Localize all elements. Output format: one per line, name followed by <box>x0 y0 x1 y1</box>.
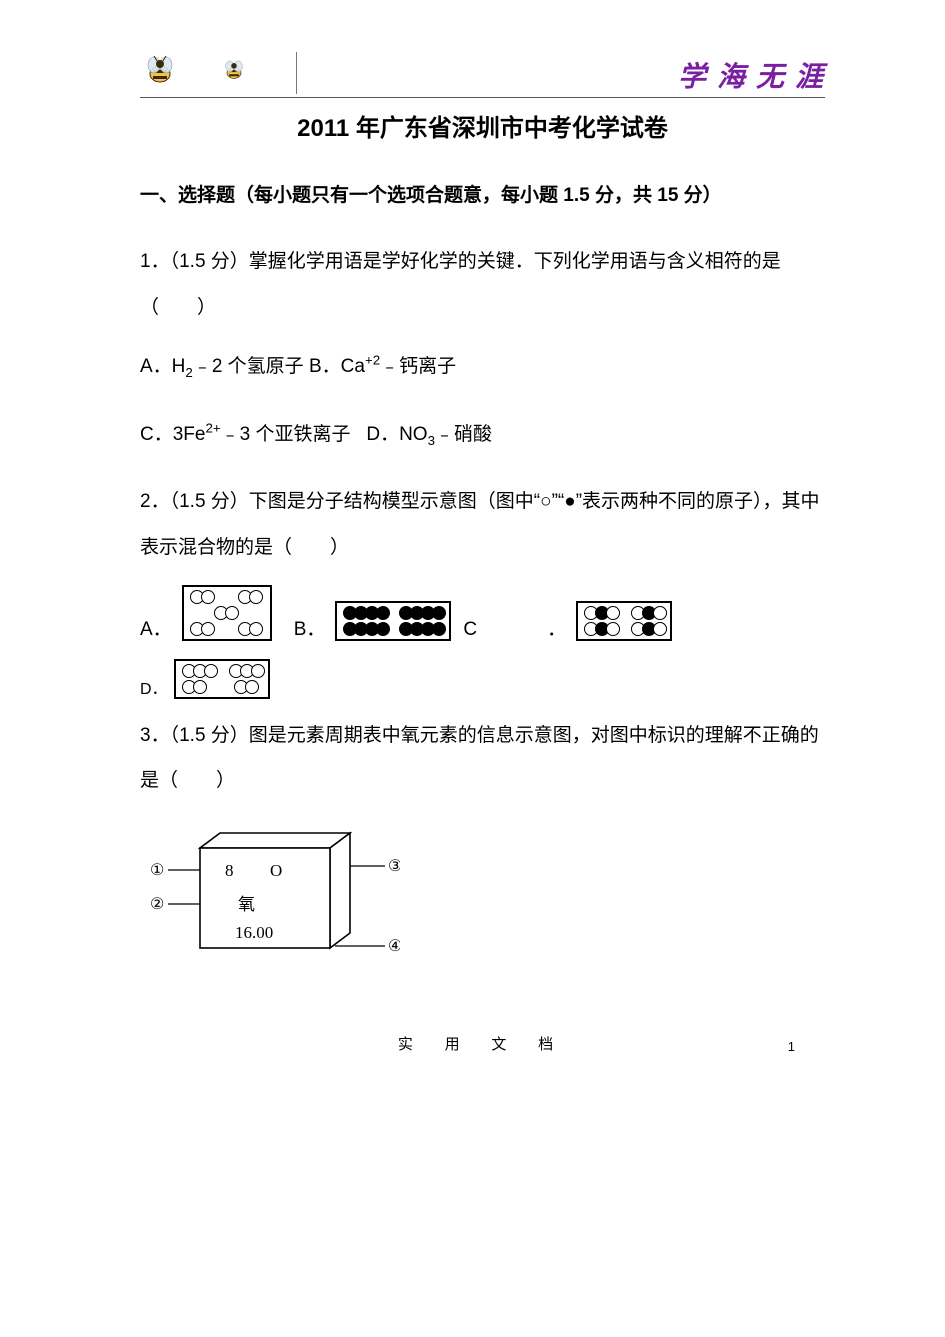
q1-options-line-1: A．H2﹣2 个氢原子 B．Ca+2﹣钙离子 <box>140 344 825 390</box>
callout-3: ③ <box>388 858 400 875</box>
brand-text: 学 海 无 涯 <box>678 55 825 95</box>
page-header: 学 海 无 涯 <box>140 50 825 98</box>
q2-options-row-2: D． <box>140 659 825 699</box>
header-separator <box>296 52 297 94</box>
exam-title: 2011 年广东省深圳市中考化学试卷 <box>140 108 825 143</box>
q2-option-a-diagram <box>182 585 272 641</box>
question-1: 1．（1.5 分）掌握化学用语是学好化学的关键．下列化学用语与含义相符的是（ ） <box>140 239 825 330</box>
q1-options-line-2: C．3Fe2+﹣3 个亚铁离子 D．NO3﹣硝酸 <box>140 412 825 458</box>
q2-option-d-label: D． <box>140 675 168 699</box>
q2-option-b-label: B． <box>294 614 326 641</box>
q2-number: 2． <box>140 491 170 512</box>
footer-text: 实 用 文 档 <box>140 1033 825 1054</box>
q2-points: （1.5 分） <box>170 491 249 512</box>
question-2: 2．（1.5 分）下图是分子结构模型示意图（图中“○”“●”表示两种不同的原子）… <box>140 479 825 570</box>
q2-option-c-label-letter: C <box>463 619 477 641</box>
q2-option-a-label: A． <box>140 614 172 641</box>
q2-options-row-1: A． B． <box>140 585 825 641</box>
cell-name-cn: 氧 <box>238 895 255 914</box>
q3-figure: 8 O 氧 16.00 ① ② ③ ④ <box>140 818 825 983</box>
q1-points: （1.5 分） <box>170 251 249 272</box>
cell-atomic-mass: 16.00 <box>235 923 273 942</box>
section-1-heading: 一、选择题（每小题只有一个选项合题意，每小题 1.5 分，共 15 分） <box>140 177 825 215</box>
question-3: 3．（1.5 分）图是元素周期表中氧元素的信息示意图，对图中标识的理解不正确的是… <box>140 713 825 804</box>
q2-option-b-diagram <box>335 601 451 641</box>
header-left <box>140 50 305 95</box>
q2-option-c-diagram <box>576 601 672 641</box>
page-number: 1 <box>788 1039 795 1054</box>
callout-1: ① <box>150 862 164 879</box>
q1-number: 1． <box>140 251 170 272</box>
cell-atomic-number: 8 <box>225 861 234 880</box>
bee-icon <box>140 50 180 95</box>
bee-icon-small <box>220 56 248 89</box>
callout-2: ② <box>150 896 164 913</box>
q3-points: （1.5 分） <box>170 725 249 746</box>
q2-option-c-dot: ． <box>547 614 566 641</box>
callout-4: ④ <box>388 938 400 955</box>
q2-option-d-diagram <box>174 659 270 699</box>
q3-number: 3． <box>140 725 170 746</box>
cell-symbol: O <box>270 861 282 880</box>
